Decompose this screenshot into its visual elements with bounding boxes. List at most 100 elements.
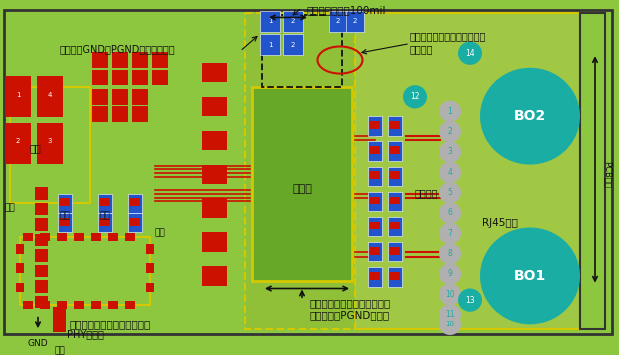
Text: 共模电阻: 共模电阻 — [415, 189, 438, 199]
Text: 此区域通常不覆地和电源，但: 此区域通常不覆地和电源，但 — [310, 298, 391, 308]
Bar — [58, 213, 72, 233]
Bar — [132, 70, 148, 85]
Text: 3: 3 — [448, 147, 452, 157]
Bar — [390, 146, 400, 154]
Text: 电容: 电容 — [100, 211, 110, 220]
Text: 1: 1 — [15, 92, 20, 98]
Bar — [245, 12, 355, 329]
Bar — [130, 198, 140, 206]
Bar — [35, 280, 48, 293]
Bar — [37, 123, 63, 164]
Bar — [16, 244, 24, 254]
Text: 2: 2 — [336, 18, 340, 24]
Bar — [370, 222, 380, 229]
Bar — [580, 12, 605, 329]
Text: 此隔离区域不要走任何信号线: 此隔离区域不要走任何信号线 — [70, 320, 151, 329]
Text: 4: 4 — [448, 168, 452, 177]
Bar — [283, 11, 303, 32]
Bar — [146, 283, 154, 293]
Bar — [100, 198, 110, 206]
Bar — [260, 34, 280, 55]
Text: 2: 2 — [291, 18, 295, 24]
Bar — [202, 131, 228, 150]
Text: 3: 3 — [48, 138, 52, 144]
Circle shape — [439, 243, 461, 264]
Bar — [329, 11, 347, 32]
Text: 用于连接GND和PGND的电阻及电容: 用于连接GND和PGND的电阻及电容 — [60, 44, 176, 55]
Bar — [35, 187, 48, 200]
Bar — [388, 116, 402, 136]
Bar — [92, 70, 108, 85]
Bar — [370, 272, 380, 280]
Text: 电容: 电容 — [155, 228, 166, 237]
Bar — [35, 249, 48, 262]
Bar — [35, 296, 48, 308]
Text: PCB边缘: PCB边缘 — [602, 161, 612, 188]
Text: 2: 2 — [291, 42, 295, 48]
Text: 14: 14 — [465, 49, 475, 58]
Bar — [390, 222, 400, 229]
Bar — [35, 234, 48, 246]
Bar — [16, 263, 24, 273]
Bar — [125, 301, 135, 309]
Bar — [368, 166, 382, 186]
Bar — [92, 52, 108, 68]
Bar — [57, 233, 67, 241]
Bar — [390, 272, 400, 280]
Bar — [346, 11, 364, 32]
Bar — [146, 263, 154, 273]
Bar — [262, 15, 342, 87]
Bar — [390, 121, 400, 129]
Bar — [390, 171, 400, 179]
Text: 13: 13 — [465, 296, 475, 305]
Text: 10: 10 — [446, 321, 454, 327]
Bar — [23, 233, 33, 241]
Bar — [368, 217, 382, 236]
Bar — [125, 233, 135, 241]
Bar — [388, 141, 402, 161]
Bar — [58, 193, 72, 213]
Bar — [128, 213, 142, 233]
Bar — [92, 89, 108, 105]
Bar — [283, 34, 303, 55]
Bar — [112, 52, 128, 68]
Circle shape — [439, 284, 461, 305]
Text: 晶振: 晶振 — [29, 143, 41, 153]
Bar — [368, 192, 382, 211]
Bar — [370, 146, 380, 154]
Bar — [112, 70, 128, 85]
Bar — [128, 193, 142, 213]
Circle shape — [480, 68, 580, 165]
Bar — [35, 218, 48, 231]
Bar — [108, 301, 118, 309]
Bar — [388, 192, 402, 211]
Bar — [112, 89, 128, 105]
Circle shape — [439, 202, 461, 224]
Text: 高压电容: 高压电容 — [410, 44, 433, 55]
Bar — [202, 233, 228, 252]
Bar — [146, 244, 154, 254]
Bar — [152, 70, 168, 85]
Bar — [388, 242, 402, 261]
Circle shape — [439, 162, 461, 183]
Text: 11: 11 — [445, 310, 455, 319]
Bar — [252, 87, 352, 281]
Bar — [202, 97, 228, 116]
Text: 指示灯信号驱动线及其电源线: 指示灯信号驱动线及其电源线 — [410, 31, 487, 41]
Bar — [370, 247, 380, 255]
Bar — [74, 233, 84, 241]
Bar — [112, 106, 128, 122]
Bar — [60, 198, 70, 206]
Text: 6: 6 — [448, 208, 452, 218]
Bar — [108, 233, 118, 241]
Bar — [98, 213, 112, 233]
Text: 10: 10 — [445, 290, 455, 299]
Bar — [388, 166, 402, 186]
Circle shape — [439, 182, 461, 203]
Text: RJ45网口: RJ45网口 — [482, 218, 518, 228]
Bar — [35, 203, 48, 215]
Bar — [388, 217, 402, 236]
Bar — [370, 121, 380, 129]
Text: 2: 2 — [16, 138, 20, 144]
Text: 5: 5 — [448, 188, 452, 197]
